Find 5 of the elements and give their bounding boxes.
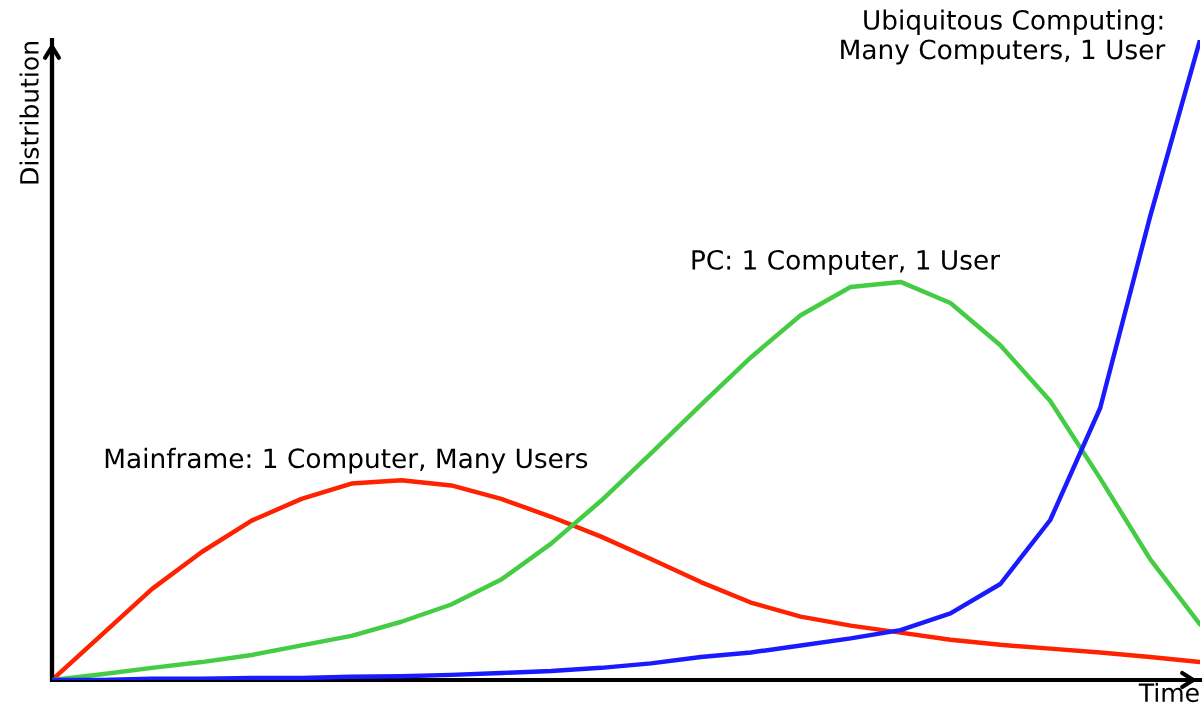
x-axis-title: Time [1138,682,1199,703]
series-label: Ubiquitous Computing: Many Computers, 1 User [841,9,1166,65]
series-label: PC: 1 Computer, 1 User [692,249,1001,275]
series-label: Mainframe: 1 Computer, Many Users [105,447,588,474]
y-axis-title: Distribution [19,42,39,184]
